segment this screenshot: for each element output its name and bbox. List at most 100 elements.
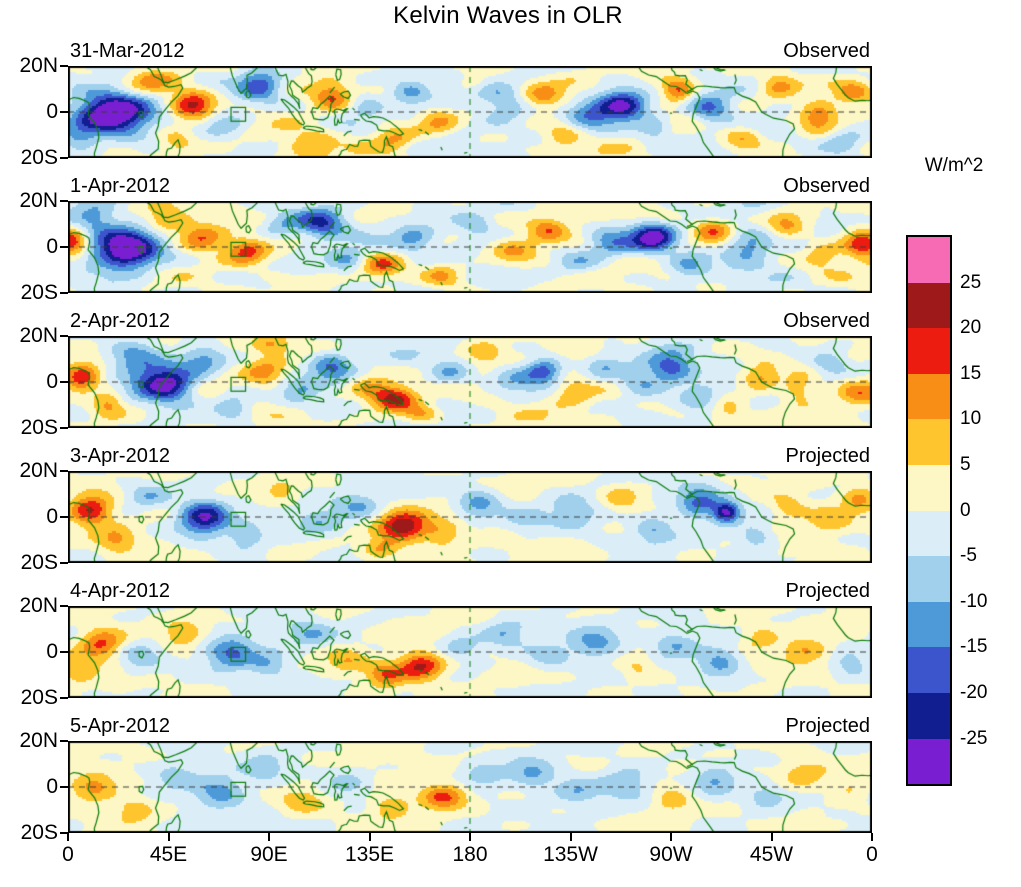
colorbar-segment: [908, 373, 950, 420]
colorbar-units-label: W/m^2: [924, 155, 984, 176]
map-canvas-4: [68, 471, 872, 563]
map-panel-2: 1-Apr-2012 Observed: [0, 175, 1021, 295]
colorbar-tick-label: 20: [960, 317, 982, 339]
x-axis-tick-label: 0: [866, 843, 878, 866]
colorbar-segment: [908, 419, 950, 465]
panel-run-type-label: Projected: [785, 445, 871, 467]
map-panel-5: 4-Apr-2012 Projected: [0, 580, 1021, 700]
colorbar-segment: [908, 556, 950, 602]
map-canvas-6: [68, 741, 872, 833]
x-axis-tick: [368, 833, 371, 841]
y-axis-tick-label: 20S: [20, 146, 58, 169]
y-axis-tick: [60, 157, 68, 159]
x-axis-tick: [770, 833, 773, 841]
y-axis-tick-label: 20S: [20, 686, 58, 709]
colorbar-segment: [908, 510, 950, 557]
panel-run-type-label: Observed: [783, 175, 870, 197]
y-axis-tick-label: 20S: [20, 416, 58, 439]
x-axis-tick: [569, 833, 572, 841]
y-axis-tick: [60, 516, 68, 518]
map-canvas-3: [68, 336, 872, 428]
x-axis-tick: [67, 833, 69, 841]
y-axis-tick-label: 0: [46, 640, 58, 663]
x-axis-tick: [469, 833, 471, 841]
panel-date-label: 31-Mar-2012: [70, 40, 185, 62]
colorbar-segment: [908, 738, 950, 785]
x-axis-tick: [268, 833, 270, 841]
colorbar-tick-label: 25: [960, 271, 982, 293]
panel-date-label: 4-Apr-2012: [70, 580, 171, 602]
y-axis-tick-label: 0: [46, 235, 58, 258]
y-axis-tick: [60, 697, 68, 699]
x-axis-tick-label: 135W: [543, 843, 598, 866]
y-axis-tick-label: 20N: [19, 54, 58, 77]
panel-run-type-label: Observed: [783, 40, 870, 62]
x-axis-tick: [670, 833, 672, 841]
panel-run-type-label: Projected: [785, 580, 871, 602]
map-panel-1: 31-Mar-2012 Observed: [0, 40, 1021, 160]
x-axis-tick-label: 90E: [250, 843, 288, 866]
x-axis-tick: [167, 833, 170, 841]
x-axis-tick: [871, 833, 873, 841]
y-axis-tick-label: 0: [46, 370, 58, 393]
y-axis-tick: [60, 740, 68, 742]
y-axis-tick: [60, 651, 68, 653]
y-axis-tick-label: 0: [46, 775, 58, 798]
panel-run-type-label: Observed: [783, 310, 870, 332]
colorbar-tick-label: -25: [960, 727, 988, 749]
y-axis-tick: [60, 470, 68, 472]
colorbar-tick-label: -5: [960, 545, 977, 567]
y-axis-tick: [60, 832, 68, 834]
colorbar-tick-label: -15: [960, 636, 988, 658]
y-axis-tick: [60, 605, 68, 607]
colorbar-tick-label: 5: [960, 454, 971, 475]
y-axis-tick-label: 0: [46, 505, 58, 528]
x-axis-tick-label: 90W: [649, 843, 693, 866]
y-axis-tick: [60, 200, 68, 202]
y-axis-tick-label: 20N: [19, 459, 58, 482]
y-axis-tick-label: 0: [46, 100, 58, 123]
y-axis-tick: [60, 427, 68, 429]
colorbar-tick-label: 10: [960, 408, 982, 430]
y-axis-tick: [60, 786, 68, 788]
y-axis-tick-label: 20N: [19, 594, 58, 617]
panel-date-label: 2-Apr-2012: [70, 310, 171, 332]
y-axis-tick-label: 20S: [20, 821, 58, 844]
x-axis-tick-label: 0: [62, 843, 74, 866]
y-axis-tick: [60, 292, 68, 294]
y-axis-tick: [60, 246, 68, 248]
colorbar-frame: [906, 235, 952, 786]
y-axis-tick: [60, 562, 68, 564]
y-axis-tick: [60, 111, 68, 113]
colorbar-segment: [908, 601, 950, 648]
colorbar-segment: [908, 237, 950, 283]
x-axis-tick-label: 180: [452, 843, 488, 866]
panel-run-type-label: Projected: [785, 715, 871, 737]
map-panel-3: 2-Apr-2012 Observed: [0, 310, 1021, 430]
colorbar-segment: [908, 465, 950, 511]
map-panel-6: 5-Apr-2012 Projected: [0, 715, 1021, 835]
y-axis-tick: [60, 381, 68, 383]
colorbar-segment: [908, 328, 950, 374]
y-axis-tick-label: 20N: [19, 324, 58, 347]
y-axis-tick-label: 20N: [19, 189, 58, 212]
y-axis-tick-label: 20N: [19, 729, 58, 752]
y-axis-tick: [60, 335, 68, 337]
map-canvas-5: [68, 606, 872, 698]
x-axis-tick-label: 45E: [149, 843, 188, 866]
colorbar-tick-label: 0: [960, 499, 971, 521]
colorbar-segment: [908, 693, 950, 739]
colorbar-segment: [908, 647, 950, 693]
y-axis-tick-label: 20S: [20, 551, 58, 574]
x-axis-tick-label: 135E: [344, 843, 395, 866]
colorbar-segment: [908, 282, 950, 329]
panel-date-label: 1-Apr-2012: [70, 175, 171, 197]
x-axis-tick-label: 45W: [749, 843, 794, 866]
colorbar-tick-label: -20: [960, 682, 988, 703]
figure-title: Kelvin Waves in OLR: [393, 2, 623, 29]
y-axis-tick: [60, 65, 68, 67]
map-panel-4: 3-Apr-2012 Projected: [0, 445, 1021, 565]
colorbar-tick-label: 15: [960, 362, 982, 384]
colorbar-tick-label: -10: [960, 590, 988, 612]
